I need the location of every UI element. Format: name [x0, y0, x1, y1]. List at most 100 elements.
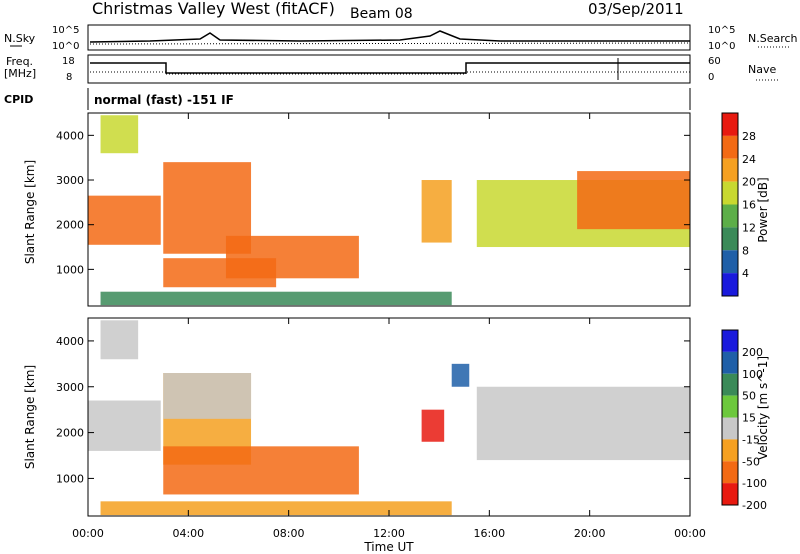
freq-tick-high: 18 — [62, 56, 75, 67]
velocity-region — [163, 446, 359, 495]
power-colorbar: 28 24 20 16 12 8 4 Power [dB] — [721, 112, 770, 297]
power-colorbar-swatch — [722, 273, 738, 296]
power-data-layer — [88, 115, 690, 306]
y-tick-label: 1000 — [56, 472, 84, 485]
power-region — [88, 195, 161, 245]
velocity-region — [476, 386, 690, 461]
power-region — [100, 115, 139, 154]
power-region — [421, 180, 452, 243]
power-colorbar-tick: 28 — [742, 130, 756, 143]
velocity-region — [100, 501, 452, 516]
nsky-panel — [87, 24, 691, 51]
date-label: 03/Sep/2011 — [588, 0, 684, 18]
power-colorbar-tick: 12 — [742, 221, 756, 234]
y-tick-label: 1000 — [56, 263, 84, 276]
velocity-colorbar-tick: 200 — [742, 346, 763, 359]
velocity-colorbar-tick: -15 — [742, 433, 760, 446]
nsky-label: N.Sky — [4, 32, 36, 45]
velocity-colorbar-swatch — [722, 351, 738, 374]
y-tick-label: 4000 — [56, 129, 84, 142]
velocity-colorbar-tick: 50 — [742, 390, 756, 403]
freq-trace — [90, 62, 690, 74]
velocity-plot: 1000 2000 3000 4000 00:00 04:00 08:00 12:00 16:… — [23, 113, 706, 554]
beam-label: Beam 08 — [350, 6, 413, 22]
power-region — [100, 291, 452, 306]
nave-tick-low: 0 — [708, 72, 714, 83]
power-colorbar-tick: 20 — [742, 176, 756, 189]
nsearch-tick-low: 10^0 — [708, 41, 735, 52]
velocity-region — [163, 373, 252, 419]
velocity-x-ticks: 00:00 04:00 08:00 12:00 16:00 20:00 00:00 — [72, 113, 706, 540]
y-tick-label: 4000 — [56, 335, 84, 348]
freq-panel — [87, 54, 691, 84]
velocity-region — [451, 363, 470, 387]
power-colorbar-swatch — [722, 250, 738, 274]
power-y-ticks: 1000 2000 3000 4000 — [56, 129, 690, 276]
power-y-label: Slant Range [km] — [23, 160, 37, 264]
velocity-colorbar-tick: -100 — [742, 477, 767, 490]
velocity-y-label: Slant Range [km] — [23, 365, 37, 469]
freq-tick-low: 8 — [66, 72, 72, 83]
x-tick-label: 12:00 — [373, 527, 405, 540]
x-tick-label: 04:00 — [172, 527, 204, 540]
cpid-label: CPID — [4, 93, 33, 106]
velocity-colorbar-swatch — [722, 373, 738, 396]
velocity-region — [421, 409, 445, 442]
y-tick-label: 2000 — [56, 427, 84, 440]
power-colorbar-tick: 16 — [742, 199, 756, 212]
freq-label: Freq. — [6, 55, 33, 68]
nsearch-label: N.Search — [748, 32, 798, 45]
power-colorbar-label: Power [dB] — [756, 177, 770, 242]
power-region — [577, 171, 690, 230]
velocity-y-ticks: 1000 2000 3000 4000 — [56, 335, 690, 485]
nsearch-trace — [89, 42, 691, 45]
nave-tick-high: 60 — [708, 56, 721, 67]
nsky-trace — [89, 30, 690, 43]
velocity-region — [100, 320, 139, 360]
x-tick-label: 08:00 — [273, 527, 305, 540]
cpid-text: normal (fast) -151 IF — [94, 93, 234, 107]
y-tick-label: 2000 — [56, 219, 84, 232]
power-colorbar-frame — [721, 112, 739, 297]
velocity-colorbar-tick: -50 — [742, 455, 760, 468]
velocity-colorbar-swatch — [722, 417, 738, 440]
freq-unit: [MHz] — [4, 67, 36, 80]
velocity-colorbar-swatch — [722, 483, 738, 505]
title: Christmas Valley West (fitACF) — [92, 0, 335, 18]
nave-trace — [90, 71, 690, 75]
power-region — [225, 235, 359, 279]
x-tick-label: 20:00 — [574, 527, 606, 540]
x-tick-label: 16:00 — [473, 527, 505, 540]
velocity-colorbar-frame — [721, 329, 739, 506]
nsky-tick-low: 10^0 — [52, 41, 79, 52]
power-colorbar-swatch — [722, 181, 738, 205]
velocity-colorbar-tick: 15 — [742, 412, 756, 425]
x-tick-label: 00:00 — [72, 527, 104, 540]
power-colorbar-swatch — [722, 204, 738, 228]
velocity-data-layer — [88, 320, 690, 516]
x-tick-label: 00:00 — [674, 527, 706, 540]
power-colorbar-swatch — [722, 135, 738, 159]
velocity-region — [88, 400, 161, 451]
velocity-colorbar-tick: -200 — [742, 499, 767, 512]
x-axis-label: Time UT — [363, 540, 414, 554]
nave-label: Nave — [748, 63, 776, 76]
velocity-colorbar-tick: 100 — [742, 368, 763, 381]
velocity-colorbar: 200 100 50 15 -15 -50 -100 -200 Velocity [m s^-… — [721, 329, 770, 512]
power-colorbar-tick: 4 — [742, 267, 749, 280]
velocity-colorbar-label: Velocity [m s^-1] — [756, 356, 770, 460]
power-colorbar-swatch — [722, 227, 738, 251]
nsearch-tick-high: 10^5 — [708, 25, 735, 36]
nsky-tick-high: 10^5 — [52, 25, 79, 36]
velocity-colorbar-swatch — [722, 395, 738, 418]
power-colorbar-tick: 8 — [742, 244, 749, 257]
power-plot: 1000 2000 3000 4000 Slant Range [km] — [23, 112, 691, 307]
velocity-colorbar-swatch — [722, 330, 738, 352]
power-colorbar-swatch — [722, 113, 738, 136]
y-tick-label: 3000 — [56, 174, 84, 187]
y-tick-label: 3000 — [56, 381, 84, 394]
power-colorbar-swatch — [722, 158, 738, 182]
power-colorbar-tick: 24 — [742, 153, 756, 166]
velocity-colorbar-swatch — [722, 439, 738, 462]
